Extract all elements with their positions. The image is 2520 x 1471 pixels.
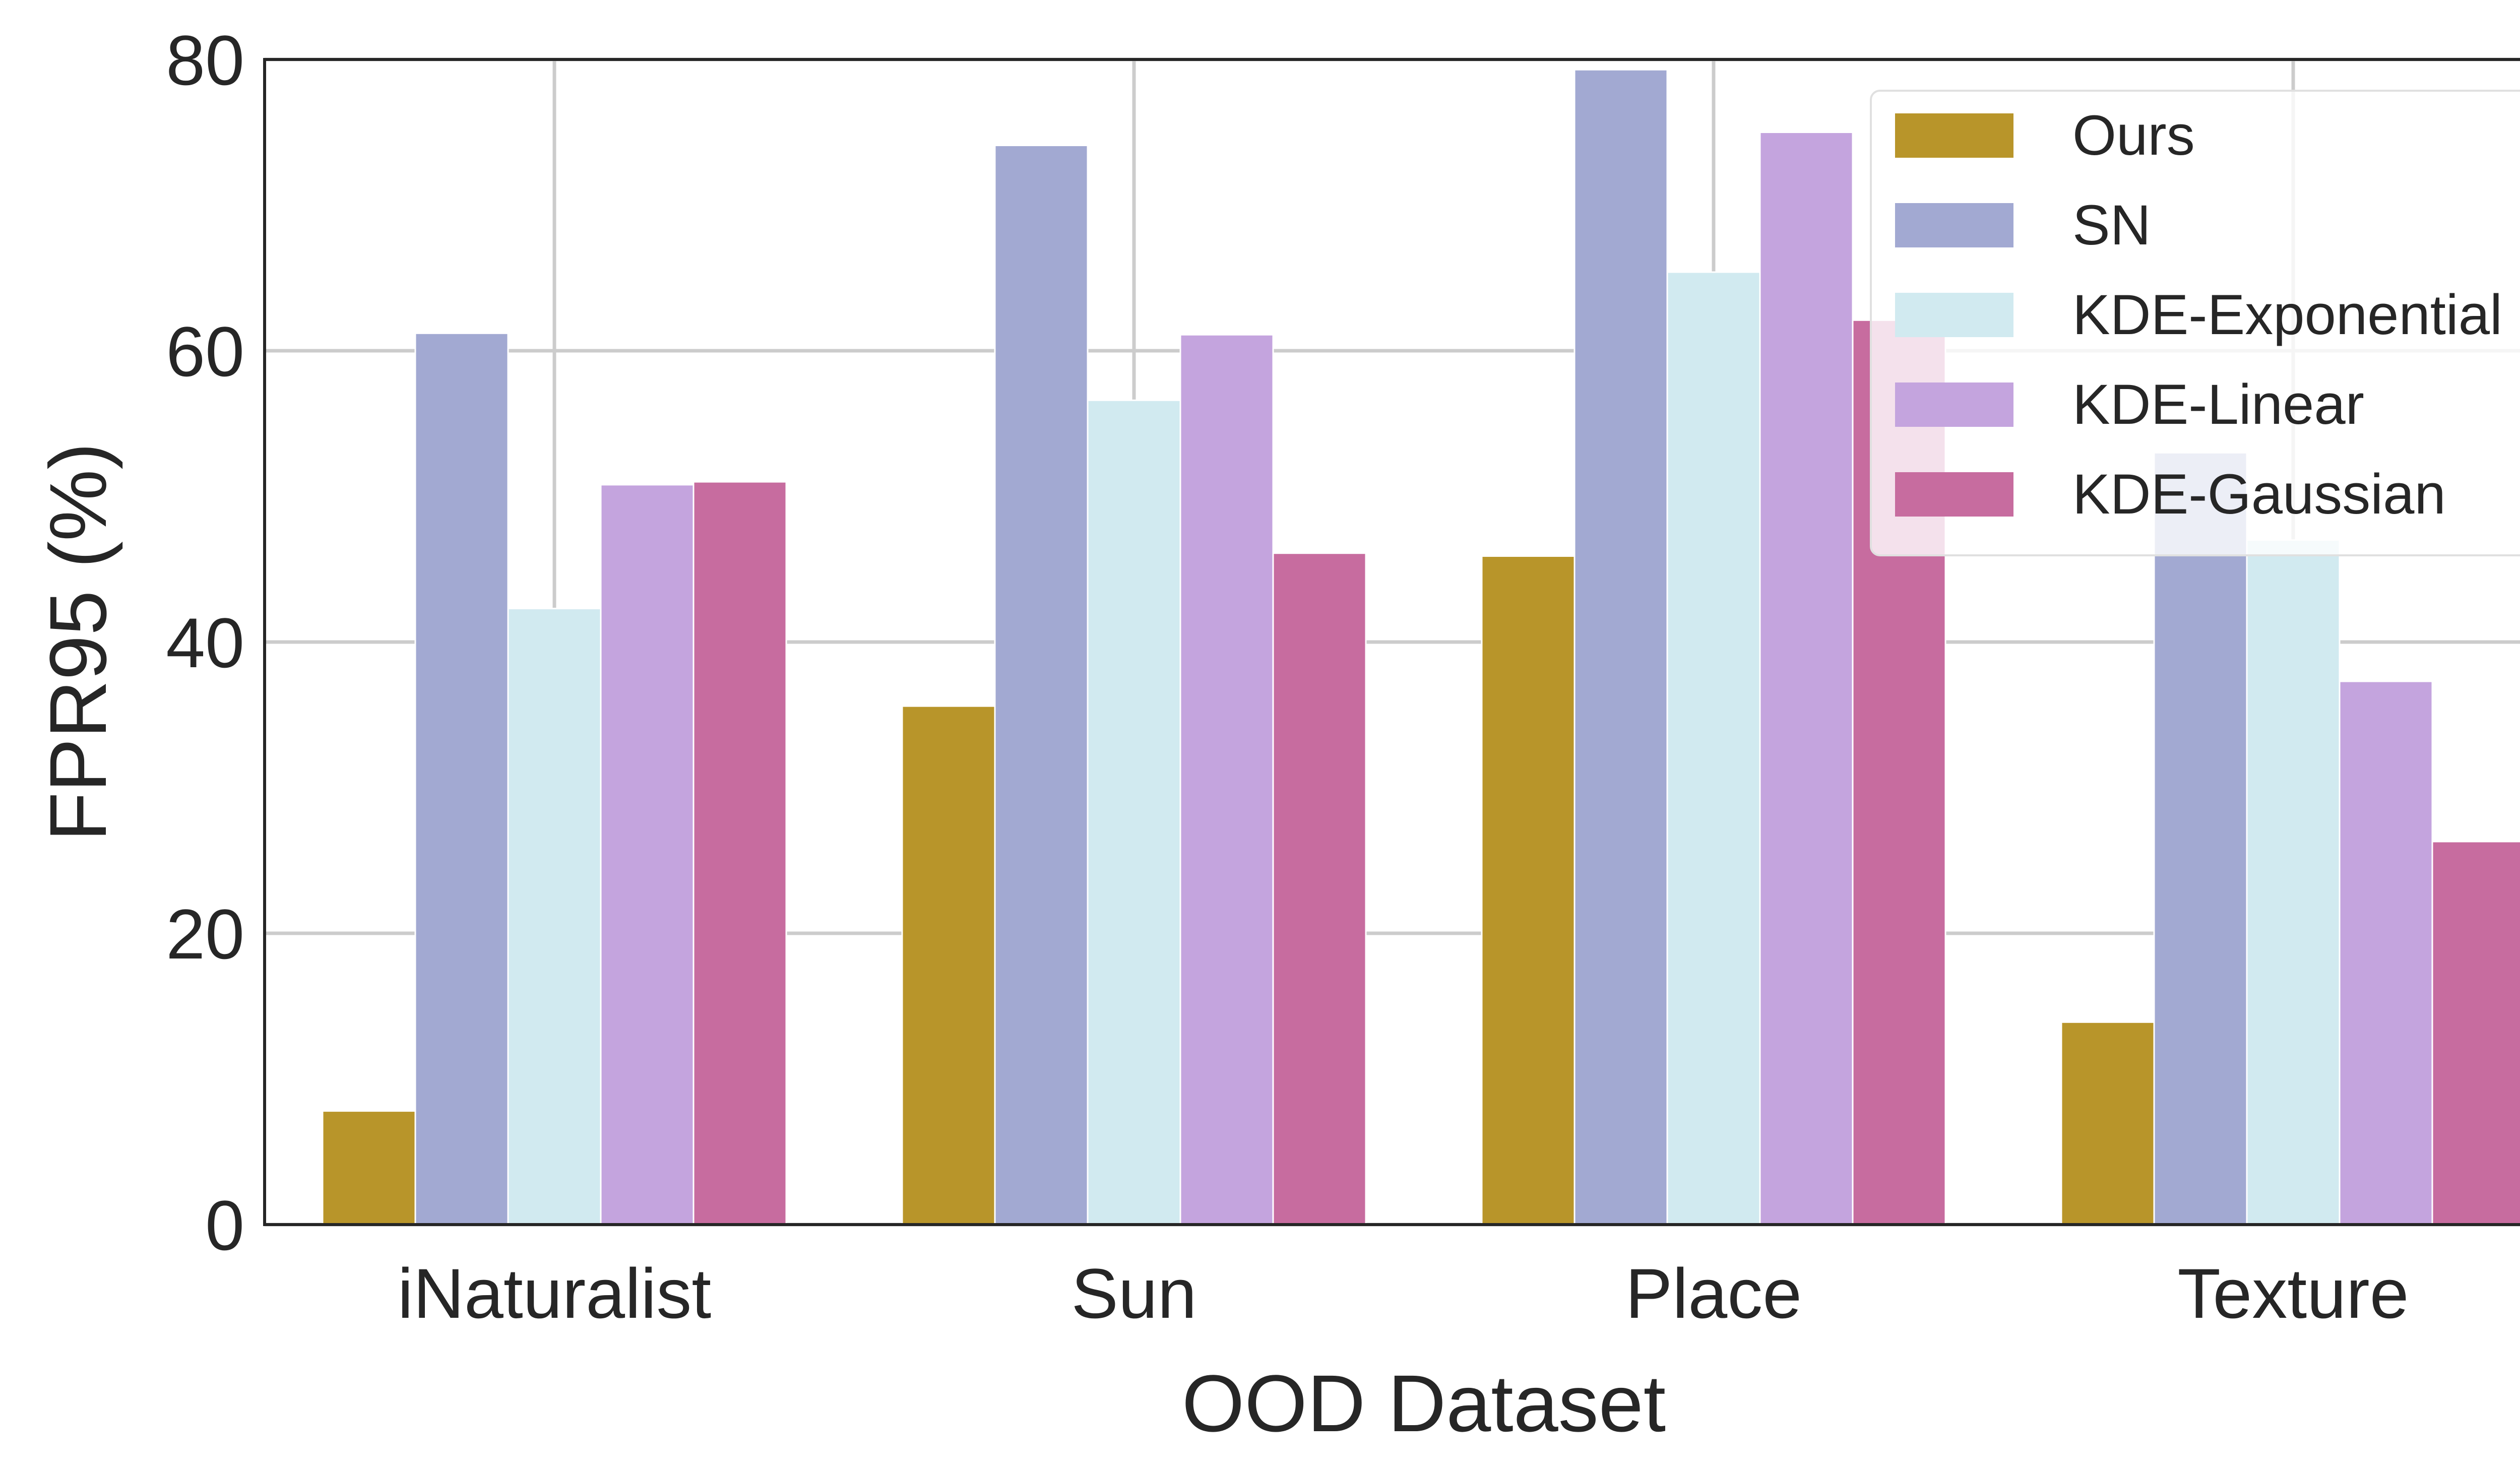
legend-swatch-kde-linear bbox=[1895, 382, 2013, 427]
legend-swatch-sn bbox=[1895, 203, 2013, 247]
x-axis-ticks: iNaturalist Sun Place Texture bbox=[398, 1254, 2409, 1333]
bar-kde-exponential-sun bbox=[1087, 399, 1181, 1226]
y-tick-label: 40 bbox=[166, 603, 244, 682]
x-tick-label: Texture bbox=[2177, 1254, 2409, 1333]
x-axis-label: OOD Dataset bbox=[1182, 1358, 1666, 1448]
x-tick-label: Sun bbox=[1071, 1254, 1196, 1333]
bar-kde-exponential-texture bbox=[2246, 539, 2341, 1226]
bar-ours-inaturalist bbox=[322, 1110, 416, 1226]
bar-kde-gaussian-inaturalist bbox=[692, 481, 787, 1226]
x-tick-label: Place bbox=[1625, 1254, 1802, 1333]
legend-label-kde-exponential: KDE-Exponential bbox=[2072, 283, 2502, 346]
y-tick-label: 20 bbox=[166, 894, 244, 974]
bar-kde-exponential-place bbox=[1666, 271, 1761, 1226]
bar-sn-texture bbox=[2153, 452, 2248, 1226]
legend-swatch-kde-exponential bbox=[1895, 293, 2013, 337]
legend-label-kde-gaussian: KDE-Gaussian bbox=[2072, 463, 2446, 526]
bar-kde-linear-inaturalist bbox=[600, 484, 695, 1226]
legend-swatch-kde-gaussian bbox=[1895, 472, 2013, 517]
bar-kde-gaussian-sun bbox=[1272, 552, 1367, 1226]
legend-swatch-ours bbox=[1895, 113, 2013, 158]
plot-frame bbox=[263, 58, 2520, 1226]
legend: Ours SN KDE-Exponential KDE-Linear KDE-Gauss… bbox=[1870, 90, 2520, 556]
bar-kde-linear-texture bbox=[2339, 680, 2433, 1226]
y-axis-label: FPR95 (%) bbox=[33, 442, 123, 841]
legend-box bbox=[1870, 90, 2520, 556]
y-tick-label: 80 bbox=[166, 21, 244, 100]
bar-ours-texture bbox=[2060, 1021, 2155, 1226]
bar-sn-place bbox=[1573, 69, 1668, 1226]
legend-label-sn: SN bbox=[2072, 194, 2151, 257]
y-axis-ticks: 0 20 40 60 80 bbox=[166, 21, 244, 1265]
bars bbox=[322, 69, 2520, 1226]
bar-kde-linear-sun bbox=[1179, 334, 1274, 1226]
bar-ours-sun bbox=[901, 705, 996, 1226]
bar-ours-place bbox=[1481, 555, 1576, 1226]
x-tick-label: iNaturalist bbox=[398, 1254, 711, 1333]
bar-kde-exponential-inaturalist bbox=[507, 608, 602, 1226]
bar-sn-sun bbox=[994, 145, 1089, 1226]
legend-label-kde-linear: KDE-Linear bbox=[2072, 373, 2364, 436]
y-tick-label: 60 bbox=[166, 312, 244, 391]
y-tick-label: 0 bbox=[205, 1186, 244, 1265]
legend-label-ours: Ours bbox=[2072, 104, 2195, 167]
bar-kde-gaussian-texture bbox=[2431, 841, 2520, 1226]
bar-kde-linear-place bbox=[1759, 132, 1854, 1226]
bar-sn-inaturalist bbox=[414, 332, 509, 1226]
